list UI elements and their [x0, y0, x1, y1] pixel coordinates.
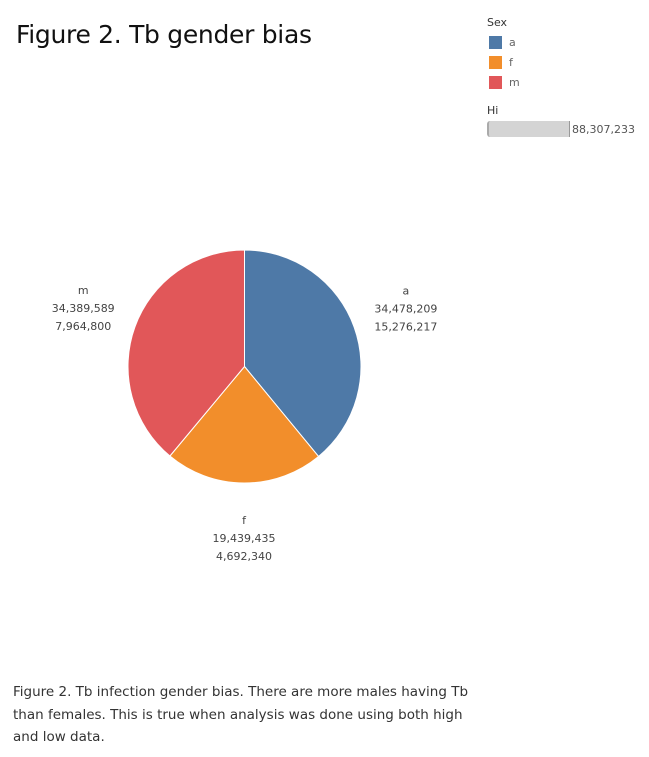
legend-swatch-m — [489, 75, 502, 89]
pie-labels: a 34,478,209 15,276,217 f 19,439,435 4,692,34… — [52, 284, 438, 563]
size-legend: Hi 88,307,233 — [487, 104, 647, 138]
legend-item-a[interactable]: a — [487, 32, 637, 52]
size-legend-title: Hi — [487, 104, 499, 117]
legend-label-a: a — [509, 35, 516, 49]
pie-slice-m[interactable] — [127, 249, 245, 457]
figure-caption: Figure 2. Tb infection gender bias. Ther… — [13, 684, 469, 745]
pie-label-a: a — [403, 285, 410, 298]
legend-swatch-a — [489, 35, 502, 49]
legend-item-m[interactable]: m — [487, 72, 637, 92]
pie-secondary-m: 7,964,800 — [55, 320, 111, 333]
size-legend-bar — [487, 121, 569, 137]
size-legend-end-tick — [569, 121, 570, 137]
color-legend: Sex a f m — [487, 16, 637, 92]
legend-swatch-f — [489, 55, 502, 69]
legend-item-f[interactable]: f — [487, 52, 637, 72]
pie-secondary-a: 15,276,217 — [374, 321, 437, 334]
legend-label-f: f — [509, 55, 513, 69]
chart-title: Figure 2. Tb gender bias — [16, 20, 312, 49]
pie-value-a: 34,478,209 — [374, 303, 437, 316]
pie-value-f: 19,439,435 — [213, 532, 276, 545]
pie-value-m: 34,389,589 — [52, 302, 115, 315]
pie-label-f: f — [242, 514, 247, 527]
legend-title: Sex — [487, 16, 508, 29]
size-legend-max-value: 88,307,233 — [572, 122, 635, 136]
pie-slice-f[interactable] — [169, 365, 320, 484]
pie-slices — [127, 249, 362, 484]
size-legend-row: 88,307,233 — [487, 120, 647, 138]
pie-slice-a[interactable] — [244, 249, 362, 458]
legend-label-m: m — [509, 75, 520, 89]
pie-label-m: m — [78, 284, 89, 297]
pie-secondary-f: 4,692,340 — [216, 550, 272, 563]
